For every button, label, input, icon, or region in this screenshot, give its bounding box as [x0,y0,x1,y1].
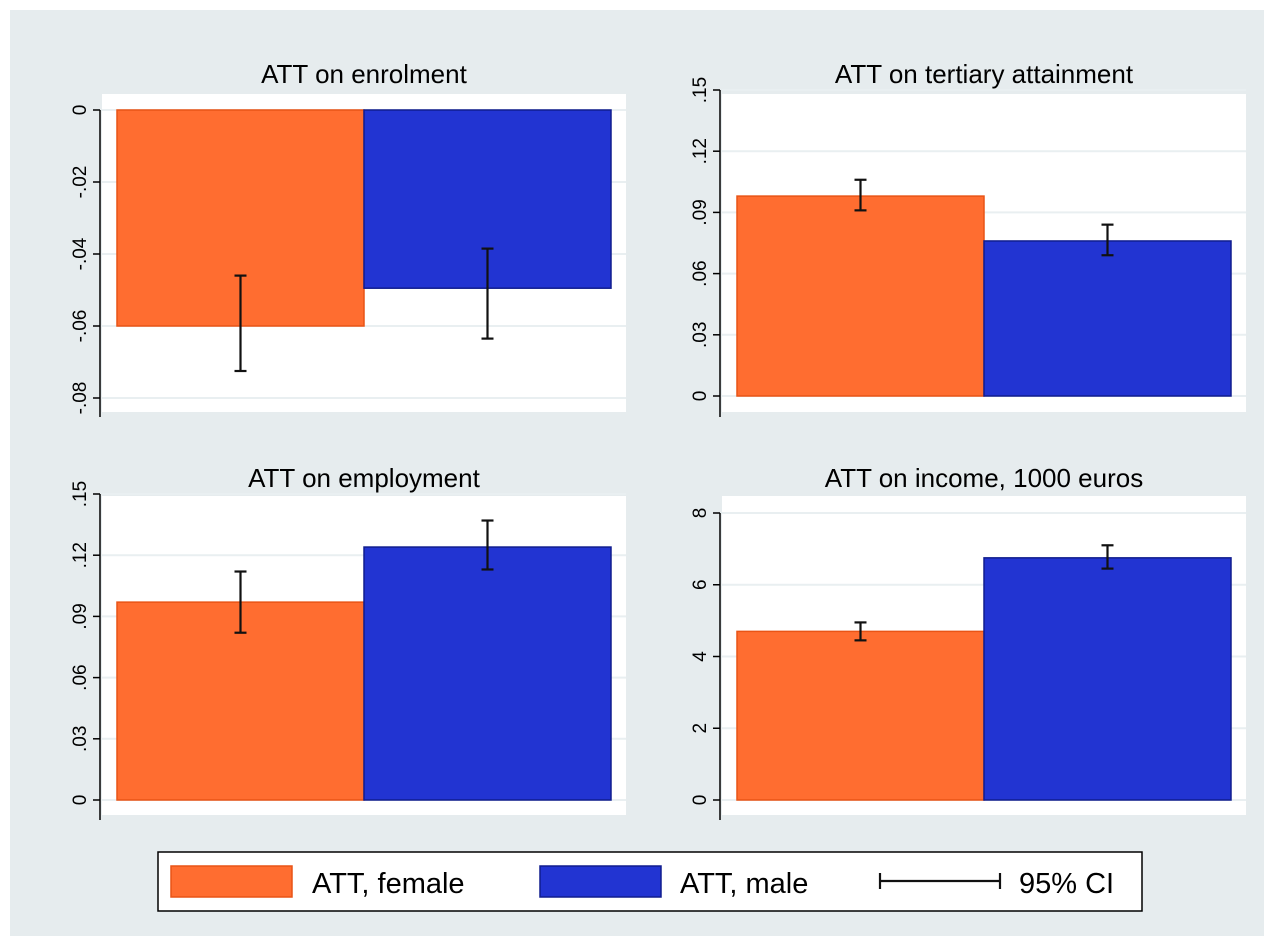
legend: ATT, female ATT, male 95% CI [157,851,1143,912]
y-tick-label: .09 [70,603,91,629]
panel-title: ATT on employment [248,463,480,493]
y-tick-label: 8 [690,508,711,519]
y-tick-label: 6 [690,579,711,590]
legend-label-male: ATT, male [680,868,808,900]
y-tick-label: -.08 [70,382,91,415]
y-tick-label: -.04 [70,237,91,270]
y-tick-label: -.06 [70,310,91,343]
y-tick-label: 4 [690,651,711,662]
y-tick-label: -.02 [70,166,91,199]
ci-bar-female [234,570,247,634]
y-tick-label: 0 [690,795,711,806]
y-tick-label: 0 [70,795,91,806]
y-tick-label: .15 [690,77,711,103]
ci-bar-female [854,621,867,642]
chart-panel-2: 0 .03 .06 .09 .12 .15 ATT on tertiary attainme… [690,59,1246,417]
bar-male [983,240,1232,397]
y-tick-label: .12 [690,138,711,164]
bar-male [363,546,612,801]
bar-male [983,557,1232,801]
legend-swatch-female [170,865,293,898]
chart-panels: 0 -.02 -.04 -.06 -.08 ATT on enrolment 0 .03 .06… [70,59,1246,820]
y-tick-label: 0 [70,105,91,116]
ci-bar-female [854,178,867,212]
ci-bar-male [481,519,494,571]
panel-title: ATT on income, 1000 euros [825,463,1143,493]
chart-panel-4: 0 2 4 6 8 ATT on income, 1000 euros [690,463,1246,820]
legend-ci-symbol [878,873,1002,889]
bar-female [736,630,985,801]
ci-bar-female [234,274,247,373]
y-tick-label: .06 [70,664,91,690]
y-tick-label: .09 [690,199,711,225]
y-tick-label: 2 [690,723,711,734]
legend-label-female: ATT, female [312,868,465,900]
ci-bar-male [1101,223,1114,257]
chart-panel-1: 0 -.02 -.04 -.06 -.08 ATT on enrolment [70,59,626,417]
y-tick-label: .06 [690,260,711,286]
bar-female [736,195,985,397]
y-tick-label: .03 [690,322,711,348]
y-tick-label: .15 [70,481,91,507]
y-tick-label: .03 [70,726,91,752]
ci-bar-male [481,247,494,340]
ci-bar-male [1101,544,1114,570]
panel-title: ATT on tertiary attainment [835,59,1134,89]
legend-label-ci: 95% CI [1019,868,1114,900]
chart-panel-3: 0 .03 .06 .09 .12 .15 ATT on employment [70,463,626,820]
y-tick-label: .12 [70,542,91,568]
y-tick-label: 0 [690,391,711,402]
panel-title: ATT on enrolment [261,59,467,89]
legend-swatch-male [539,865,662,898]
bar-female [116,601,365,801]
